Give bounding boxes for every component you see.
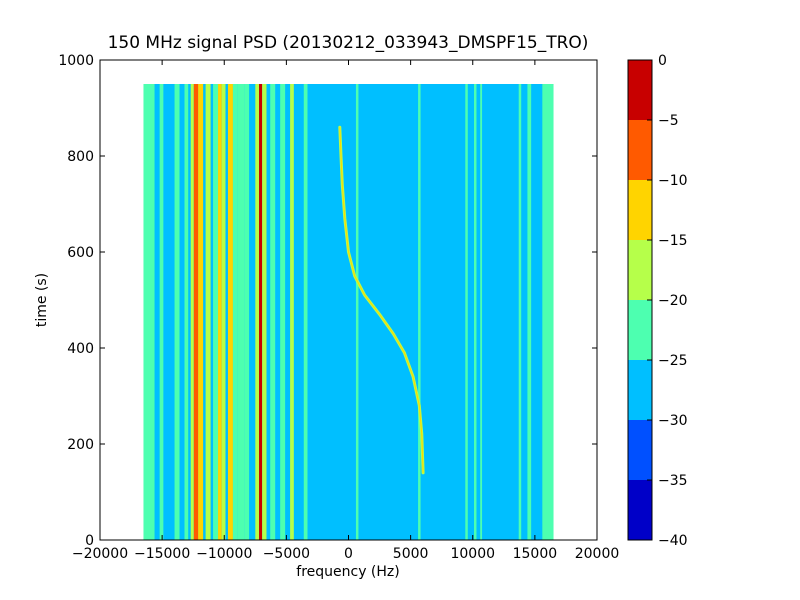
colorbar-tick-label: 0 xyxy=(658,53,667,69)
x-tick-label: −15000 xyxy=(134,546,190,562)
heatmap-band xyxy=(290,84,294,540)
doppler-trace-core xyxy=(339,127,424,473)
y-tick-label: 0 xyxy=(85,533,94,549)
colorbar-tick-label: −20 xyxy=(658,293,688,309)
heatmap-band xyxy=(527,84,532,540)
colorbar-tick-label: −35 xyxy=(658,473,688,489)
colorbar-bin xyxy=(628,360,652,420)
heatmap-band xyxy=(518,84,522,540)
colorbar-tick-label: −30 xyxy=(658,413,688,429)
heatmap-background xyxy=(143,84,554,540)
heatmap-band xyxy=(227,84,233,540)
heatmap-band xyxy=(244,84,250,540)
x-tick-label: 15000 xyxy=(513,546,558,562)
heatmap-band xyxy=(262,84,267,540)
x-tick-label: −20000 xyxy=(72,546,128,562)
colorbar-bin xyxy=(628,480,652,540)
colorbar-tick-label: −15 xyxy=(658,233,688,249)
heatmap-band xyxy=(143,84,155,540)
colorbar-bin xyxy=(628,120,652,180)
heatmap-layer xyxy=(143,84,554,540)
x-tick-label: 10000 xyxy=(450,546,495,562)
x-tick-label: 5000 xyxy=(393,546,429,562)
y-axis-label: time (s) xyxy=(34,273,50,327)
x-tick-label: −5000 xyxy=(263,546,310,562)
y-tick-label: 400 xyxy=(67,341,94,357)
heatmap-band xyxy=(193,84,199,540)
heatmap-band xyxy=(270,84,276,540)
heatmap-band xyxy=(480,84,483,540)
heatmap-band xyxy=(190,84,194,540)
x-tick-label: −10000 xyxy=(196,546,252,562)
y-tick-label: 200 xyxy=(67,437,94,453)
y-tick-label: 800 xyxy=(67,149,94,165)
y-axis: 0 200 400 600 800 1000 xyxy=(58,53,597,549)
heatmap-band xyxy=(255,84,260,540)
chart-title: 150 MHz signal PSD (20130212_033943_DMSP… xyxy=(108,33,589,53)
colorbar-bin xyxy=(628,300,652,360)
colorbar-bin xyxy=(628,240,652,300)
colorbar-tick-label: −25 xyxy=(658,353,688,369)
heatmap-band xyxy=(355,84,359,540)
colorbar-bin xyxy=(628,60,652,120)
heatmap-band xyxy=(303,84,308,540)
heatmap-band xyxy=(205,84,211,540)
colorbar-tick-label: −5 xyxy=(658,113,679,129)
heatmap-band xyxy=(465,84,468,540)
heatmap-band xyxy=(259,84,263,540)
x-axis: −20000 −15000 −10000 −5000 0 5000 10000 15000 20… xyxy=(72,60,619,562)
heatmap-band xyxy=(237,84,245,540)
heatmap-band xyxy=(473,84,477,540)
y-tick-label: 600 xyxy=(67,245,94,261)
heatmap-band xyxy=(174,84,180,540)
heatmap-band xyxy=(542,84,554,540)
heatmap-band xyxy=(218,84,222,540)
y-tick-label: 1000 xyxy=(58,53,94,69)
x-tick-label: 20000 xyxy=(575,546,620,562)
heatmap-band xyxy=(213,84,219,540)
heatmap-band xyxy=(221,84,226,540)
x-axis-label: frequency (Hz) xyxy=(296,564,399,580)
heatmap-band xyxy=(280,84,286,540)
heatmap-band xyxy=(159,84,164,540)
colorbar: 0 −5 −10 −15 −20 −25 −30 −35 −40 xyxy=(627,53,688,549)
colorbar-tick-label: −10 xyxy=(658,173,688,189)
colorbar-bin xyxy=(628,420,652,480)
heatmap-band xyxy=(232,84,238,540)
colorbar-tick-label: −40 xyxy=(658,533,688,549)
heatmap-band xyxy=(184,84,189,540)
colorbar-bin xyxy=(628,180,652,240)
x-tick-label: 0 xyxy=(344,546,353,562)
heatmap-band xyxy=(418,84,421,540)
heatmap-band xyxy=(198,84,204,540)
